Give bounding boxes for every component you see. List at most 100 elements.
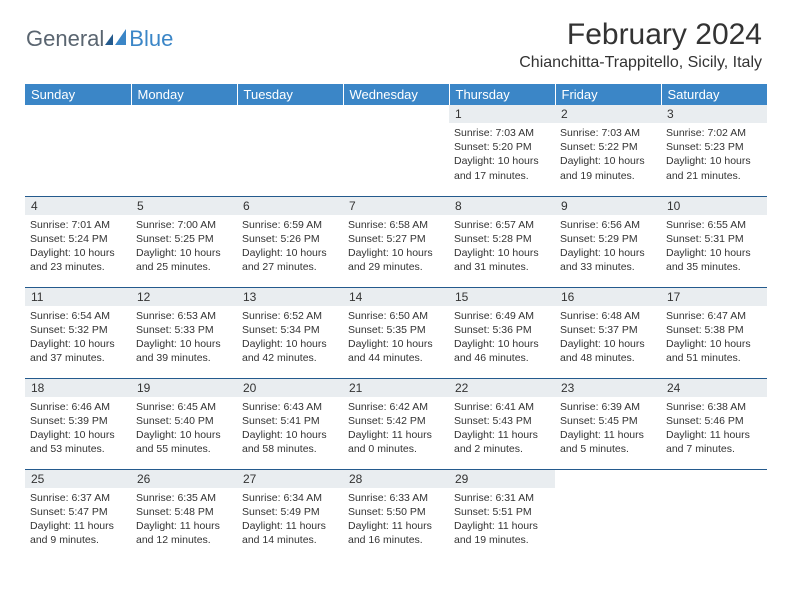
sunset-line: Sunset: 5:35 PM <box>348 323 444 337</box>
sunset-line: Sunset: 5:32 PM <box>30 323 126 337</box>
sunset-line: Sunset: 5:23 PM <box>666 140 762 154</box>
day-header-row: SundayMondayTuesdayWednesdayThursdayFrid… <box>25 84 767 105</box>
daylight-line: Daylight: 10 hours and 46 minutes. <box>454 337 550 365</box>
daylight-line: Daylight: 11 hours and 0 minutes. <box>348 428 444 456</box>
sunset-line: Sunset: 5:31 PM <box>666 232 762 246</box>
day-number: 22 <box>449 379 555 397</box>
day-details: Sunrise: 6:56 AMSunset: 5:29 PMDaylight:… <box>555 215 661 277</box>
header: General Blue February 2024 Chianchitta-T… <box>0 0 792 76</box>
calendar-day: 2Sunrise: 7:03 AMSunset: 5:22 PMDaylight… <box>555 105 661 196</box>
calendar-day: 28Sunrise: 6:33 AMSunset: 5:50 PMDayligh… <box>343 469 449 560</box>
sunrise-line: Sunrise: 6:57 AM <box>454 218 550 232</box>
logo: General Blue <box>26 18 173 52</box>
sunset-line: Sunset: 5:39 PM <box>30 414 126 428</box>
day-number: 18 <box>25 379 131 397</box>
day-number: 10 <box>661 197 767 215</box>
day-details: Sunrise: 7:02 AMSunset: 5:23 PMDaylight:… <box>661 123 767 185</box>
day-number: 8 <box>449 197 555 215</box>
calendar-day: 24Sunrise: 6:38 AMSunset: 5:46 PMDayligh… <box>661 378 767 469</box>
title-block: February 2024 Chianchitta-Trappitello, S… <box>519 18 762 72</box>
calendar-day: 29Sunrise: 6:31 AMSunset: 5:51 PMDayligh… <box>449 469 555 560</box>
sunset-line: Sunset: 5:37 PM <box>560 323 656 337</box>
day-details: Sunrise: 6:33 AMSunset: 5:50 PMDaylight:… <box>343 488 449 550</box>
day-details: Sunrise: 6:34 AMSunset: 5:49 PMDaylight:… <box>237 488 343 550</box>
daylight-line: Daylight: 10 hours and 53 minutes. <box>30 428 126 456</box>
sunrise-line: Sunrise: 6:54 AM <box>30 309 126 323</box>
day-number: 9 <box>555 197 661 215</box>
day-number: 26 <box>131 470 237 488</box>
sunrise-line: Sunrise: 6:41 AM <box>454 400 550 414</box>
daylight-line: Daylight: 10 hours and 39 minutes. <box>136 337 232 365</box>
day-header: Wednesday <box>343 84 449 105</box>
day-number: 11 <box>25 288 131 306</box>
sunrise-line: Sunrise: 6:45 AM <box>136 400 232 414</box>
sunrise-line: Sunrise: 6:52 AM <box>242 309 338 323</box>
calendar-day: 11Sunrise: 6:54 AMSunset: 5:32 PMDayligh… <box>25 287 131 378</box>
sunset-line: Sunset: 5:51 PM <box>454 505 550 519</box>
logo-text-blue: Blue <box>129 26 173 52</box>
day-details: Sunrise: 6:59 AMSunset: 5:26 PMDaylight:… <box>237 215 343 277</box>
calendar-day <box>131 105 237 196</box>
day-details: Sunrise: 6:43 AMSunset: 5:41 PMDaylight:… <box>237 397 343 459</box>
day-number: 29 <box>449 470 555 488</box>
sunset-line: Sunset: 5:45 PM <box>560 414 656 428</box>
sunrise-line: Sunrise: 6:35 AM <box>136 491 232 505</box>
day-details: Sunrise: 6:54 AMSunset: 5:32 PMDaylight:… <box>25 306 131 368</box>
day-number: 5 <box>131 197 237 215</box>
daylight-line: Daylight: 10 hours and 27 minutes. <box>242 246 338 274</box>
calendar-week: 1Sunrise: 7:03 AMSunset: 5:20 PMDaylight… <box>25 105 767 196</box>
day-number: 13 <box>237 288 343 306</box>
calendar-day: 7Sunrise: 6:58 AMSunset: 5:27 PMDaylight… <box>343 196 449 287</box>
sunset-line: Sunset: 5:36 PM <box>454 323 550 337</box>
day-details: Sunrise: 7:03 AMSunset: 5:22 PMDaylight:… <box>555 123 661 185</box>
calendar-day: 8Sunrise: 6:57 AMSunset: 5:28 PMDaylight… <box>449 196 555 287</box>
calendar-day: 17Sunrise: 6:47 AMSunset: 5:38 PMDayligh… <box>661 287 767 378</box>
day-details: Sunrise: 7:00 AMSunset: 5:25 PMDaylight:… <box>131 215 237 277</box>
day-number: 7 <box>343 197 449 215</box>
day-number: 1 <box>449 105 555 123</box>
daylight-line: Daylight: 11 hours and 2 minutes. <box>454 428 550 456</box>
daylight-line: Daylight: 10 hours and 44 minutes. <box>348 337 444 365</box>
day-header: Sunday <box>25 84 131 105</box>
calendar-day: 6Sunrise: 6:59 AMSunset: 5:26 PMDaylight… <box>237 196 343 287</box>
day-number: 24 <box>661 379 767 397</box>
calendar-day: 1Sunrise: 7:03 AMSunset: 5:20 PMDaylight… <box>449 105 555 196</box>
sunrise-line: Sunrise: 6:58 AM <box>348 218 444 232</box>
logo-sails-icon <box>105 28 127 51</box>
sunset-line: Sunset: 5:26 PM <box>242 232 338 246</box>
calendar-day <box>555 469 661 560</box>
sunset-line: Sunset: 5:46 PM <box>666 414 762 428</box>
day-details: Sunrise: 6:41 AMSunset: 5:43 PMDaylight:… <box>449 397 555 459</box>
daylight-line: Daylight: 10 hours and 31 minutes. <box>454 246 550 274</box>
day-details: Sunrise: 6:48 AMSunset: 5:37 PMDaylight:… <box>555 306 661 368</box>
sunrise-line: Sunrise: 7:03 AM <box>454 126 550 140</box>
day-details: Sunrise: 6:31 AMSunset: 5:51 PMDaylight:… <box>449 488 555 550</box>
day-details: Sunrise: 6:53 AMSunset: 5:33 PMDaylight:… <box>131 306 237 368</box>
day-header: Tuesday <box>237 84 343 105</box>
calendar-day: 16Sunrise: 6:48 AMSunset: 5:37 PMDayligh… <box>555 287 661 378</box>
day-number: 4 <box>25 197 131 215</box>
sunrise-line: Sunrise: 7:03 AM <box>560 126 656 140</box>
sunset-line: Sunset: 5:38 PM <box>666 323 762 337</box>
sunrise-line: Sunrise: 7:02 AM <box>666 126 762 140</box>
calendar-body: 1Sunrise: 7:03 AMSunset: 5:20 PMDaylight… <box>25 105 767 560</box>
day-details: Sunrise: 6:37 AMSunset: 5:47 PMDaylight:… <box>25 488 131 550</box>
calendar-day: 12Sunrise: 6:53 AMSunset: 5:33 PMDayligh… <box>131 287 237 378</box>
calendar-day: 4Sunrise: 7:01 AMSunset: 5:24 PMDaylight… <box>25 196 131 287</box>
day-header: Friday <box>555 84 661 105</box>
sunrise-line: Sunrise: 7:01 AM <box>30 218 126 232</box>
daylight-line: Daylight: 11 hours and 5 minutes. <box>560 428 656 456</box>
day-number: 23 <box>555 379 661 397</box>
day-number: 12 <box>131 288 237 306</box>
sunrise-line: Sunrise: 7:00 AM <box>136 218 232 232</box>
calendar-day: 27Sunrise: 6:34 AMSunset: 5:49 PMDayligh… <box>237 469 343 560</box>
daylight-line: Daylight: 10 hours and 35 minutes. <box>666 246 762 274</box>
day-number: 14 <box>343 288 449 306</box>
calendar-day: 14Sunrise: 6:50 AMSunset: 5:35 PMDayligh… <box>343 287 449 378</box>
calendar-day <box>343 105 449 196</box>
sunrise-line: Sunrise: 6:38 AM <box>666 400 762 414</box>
sunset-line: Sunset: 5:49 PM <box>242 505 338 519</box>
location: Chianchitta-Trappitello, Sicily, Italy <box>519 54 762 72</box>
sunset-line: Sunset: 5:20 PM <box>454 140 550 154</box>
calendar-week: 25Sunrise: 6:37 AMSunset: 5:47 PMDayligh… <box>25 469 767 560</box>
